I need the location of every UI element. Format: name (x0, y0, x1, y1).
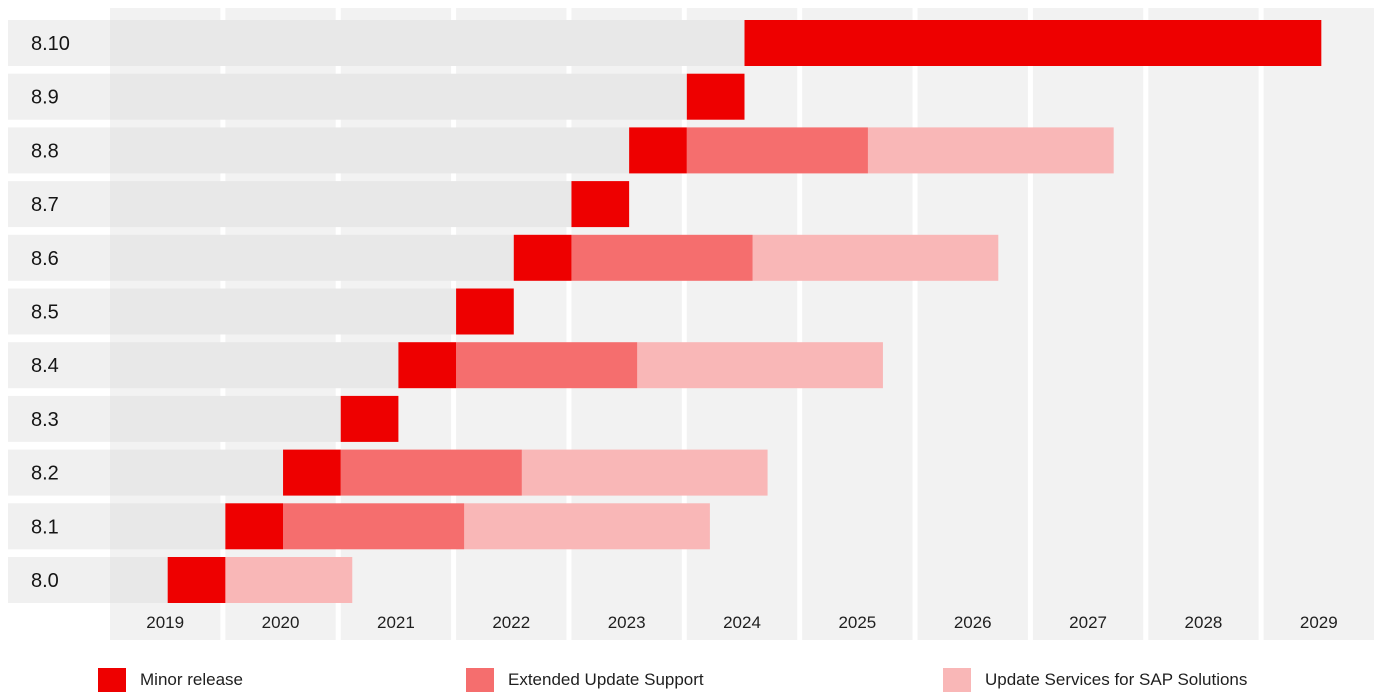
row-label-8-10: 8.10 (31, 33, 70, 55)
row-label-8-7: 8.7 (31, 194, 59, 216)
row-label-box-8-2 (8, 449, 110, 496)
bar-minor-release-8-3 (340, 395, 399, 442)
row-track-8-1 (110, 503, 226, 550)
bar-extended-update-support-8-4 (456, 342, 638, 389)
row-track-8-4 (110, 342, 399, 389)
bar-update-services-sap-8-4 (637, 342, 883, 389)
bar-extended-update-support-8-2 (340, 449, 522, 496)
bar-update-services-sap-8-8 (867, 127, 1114, 174)
x-tick-label-2027: 2027 (1069, 613, 1107, 632)
row-track-8-5 (110, 288, 457, 335)
x-tick-label-2029: 2029 (1300, 613, 1338, 632)
legend: Minor release Extended Update Support Up… (0, 668, 1379, 694)
timeline-plot: 8.10 8.9 8.8 8.7 8.6 8.5 8.4 8.3 8.2 8.1 8.0 2019 20… (8, 8, 1374, 640)
bar-minor-release-8-8 (629, 127, 687, 174)
legend-swatch-update-services-sap (943, 668, 971, 692)
x-tick-label-2026: 2026 (954, 613, 992, 632)
bar-update-services-sap-8-6 (752, 234, 999, 281)
bar-minor-release-8-6 (513, 234, 572, 281)
year-column-2028 (1148, 8, 1259, 640)
row-label-8-3: 8.3 (31, 409, 59, 431)
row-label-box-8-10 (8, 20, 110, 66)
x-tick-label-2020: 2020 (262, 613, 300, 632)
row-label-box-8-1 (8, 503, 110, 550)
row-track-8-3 (110, 395, 341, 442)
row-label-box-8-4 (8, 342, 110, 389)
x-tick-label-2028: 2028 (1185, 613, 1223, 632)
x-tick-label-2024: 2024 (723, 613, 761, 632)
bar-update-services-sap-8-2 (521, 449, 768, 496)
legend-item-extended-update-support: Extended Update Support (466, 668, 704, 692)
legend-label-extended-update-support: Extended Update Support (508, 670, 704, 689)
x-tick-label-2022: 2022 (492, 613, 530, 632)
bar-minor-release-8-7 (571, 181, 630, 228)
row-label-8-2: 8.2 (31, 463, 59, 485)
bar-minor-release-8-5 (456, 288, 514, 335)
bar-minor-release-8-2 (283, 449, 341, 496)
x-tick-label-2025: 2025 (838, 613, 876, 632)
row-label-box-8-3 (8, 395, 110, 442)
row-label-8-6: 8.6 (31, 248, 59, 270)
row-label-8-1: 8.1 (31, 516, 59, 538)
row-label-8-5: 8.5 (31, 302, 59, 324)
row-label-box-8-7 (8, 181, 110, 228)
bar-extended-update-support-8-1 (283, 503, 465, 550)
row-label-8-0: 8.0 (31, 570, 59, 592)
row-label-8-8: 8.8 (31, 140, 59, 162)
row-track-8-8 (110, 127, 630, 174)
bar-minor-release-8-10 (744, 20, 1322, 66)
row-label-box-8-5 (8, 288, 110, 335)
legend-swatch-minor-release (98, 668, 126, 692)
row-label-8-4: 8.4 (31, 355, 59, 377)
bar-update-services-sap-8-1 (464, 503, 710, 550)
bar-extended-update-support-8-6 (571, 234, 753, 281)
year-column-2025 (802, 8, 913, 640)
row-track-8-10 (110, 20, 745, 66)
x-tick-label-2019: 2019 (146, 613, 184, 632)
legend-label-minor-release: Minor release (140, 670, 243, 689)
year-column-2029 (1263, 8, 1374, 640)
bar-minor-release-8-1 (225, 503, 284, 550)
row-label-box-8-0 (8, 557, 110, 603)
row-label-box-8-8 (8, 127, 110, 174)
bar-extended-update-support-8-8 (686, 127, 868, 174)
legend-label-update-services-sap: Update Services for SAP Solutions (985, 670, 1248, 689)
year-column-2027 (1032, 8, 1144, 640)
legend-item-minor-release: Minor release (98, 668, 243, 692)
row-track-8-9 (110, 73, 687, 120)
x-tick-label-2021: 2021 (377, 613, 415, 632)
row-track-8-2 (110, 449, 284, 496)
legend-swatch-extended-update-support (466, 668, 494, 692)
bar-minor-release-8-4 (398, 342, 457, 389)
x-tick-label-2023: 2023 (608, 613, 646, 632)
row-label-box-8-6 (8, 234, 110, 281)
bar-update-services-sap-8-0 (225, 557, 353, 603)
legend-item-update-services-sap: Update Services for SAP Solutions (943, 668, 1247, 692)
row-track-8-6 (110, 234, 514, 281)
row-track-8-0 (110, 557, 168, 603)
row-label-8-9: 8.9 (31, 87, 59, 109)
row-track-8-7 (110, 181, 572, 228)
row-label-box-8-9 (8, 73, 110, 120)
year-column-2026 (917, 8, 1028, 640)
bar-minor-release-8-0 (167, 557, 226, 603)
bar-minor-release-8-9 (686, 73, 745, 120)
